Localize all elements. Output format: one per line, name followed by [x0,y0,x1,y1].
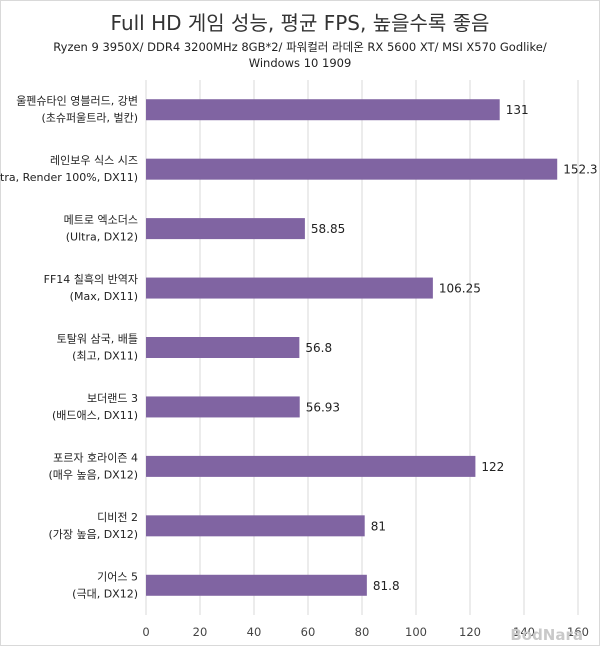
bar [146,396,300,418]
x-tick-label: 40 [247,625,262,639]
category-setting-label: (극대, DX12) [72,587,138,600]
category-setting-label: (Max, DX11) [70,290,138,303]
bar [146,277,433,299]
x-tick-label: 20 [193,625,208,639]
value-label: 81 [371,519,386,533]
chart-subtitle-line-2: Windows 10 1909 [249,56,352,70]
x-tick-label: 140 [513,625,535,639]
x-tick-label: 0 [142,625,149,639]
bar [146,455,476,477]
category-label: 보더랜드 3 [87,392,138,405]
watermark-logo: BodNara [510,626,583,644]
value-label: 106.25 [439,282,481,296]
category-label: 메트로 엑소더스 [64,214,138,227]
category-setting-label: (매우 높음, DX12) [48,468,138,481]
category-setting-label: (초슈퍼울트라, 벌칸) [41,112,138,125]
category-label: FF14 칠흑의 반역자 [44,272,138,286]
value-label: 56.93 [306,400,340,414]
value-labels: 131 152.3 58.85 106.25 56.8 56.93 122 81 81.8 [305,103,597,593]
bars [146,99,558,596]
category-label: 디비전 2 [97,511,138,524]
category-label: 레인보우 식스 시즈 [50,154,138,167]
category-label: 기어스 5 [97,570,138,583]
x-tick-label: 120 [459,625,481,639]
category-setting-label: (Ultra, DX12) [66,231,138,244]
x-tick-label: 100 [405,625,427,639]
category-setting-label: (가장 높음, DX12) [48,528,138,541]
category-setting-label: (Ultra, Render 100%, DX11) [0,171,138,184]
chart-subtitle-line-1: Ryzen 9 3950X/ DDR4 3200MHz 8GB*2/ 파워컬러 … [53,40,547,54]
value-label: 58.85 [311,222,345,236]
x-tick-labels: 0 20 40 60 80 100 120 140 160 [142,625,589,639]
value-label: 152.3 [563,163,597,177]
value-label: 122 [481,460,504,474]
chart-title: Full HD 게임 성능, 평균 FPS, 높을수록 좋음 [111,11,490,35]
bar [146,515,365,537]
value-label: 81.8 [373,579,400,593]
x-tick-label: 60 [301,625,316,639]
category-labels: 울펜슈타인 영블러드, 강변 (초슈퍼울트라, 벌칸) 레인보우 식스 시즈 (Ult… [0,95,138,601]
category-label: 울펜슈타인 영블러드, 강변 [16,95,138,108]
bar [146,337,300,358]
bar [146,158,558,180]
category-setting-label: (최고, DX11) [72,350,138,363]
bar [146,99,500,121]
x-tick-label: 80 [355,625,370,639]
value-label: 131 [506,103,529,117]
category-setting-label: (배드애스, DX11) [52,409,138,422]
bar [146,574,367,596]
value-label: 56.8 [305,341,332,355]
bar [146,218,305,240]
x-tick-label: 160 [567,625,589,639]
category-label: 토탈워 삼국, 배틀 [57,333,138,346]
category-label: 포르자 호라이즌 4 [53,451,138,464]
